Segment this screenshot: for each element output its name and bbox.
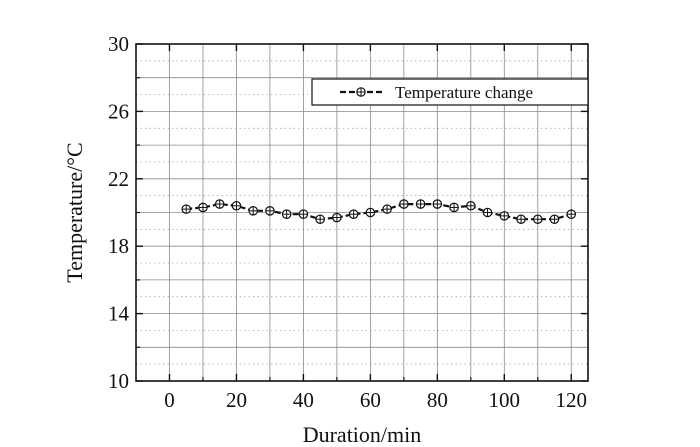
data-point-marker xyxy=(399,199,409,209)
x-tick-label: 120 xyxy=(556,388,588,412)
data-point-marker xyxy=(181,204,192,214)
data-point-marker xyxy=(499,211,510,221)
legend-marker-icon xyxy=(356,87,366,97)
data-point-marker xyxy=(516,214,526,225)
data-point-marker xyxy=(382,204,392,214)
data-point-marker xyxy=(248,206,258,216)
data-point-marker xyxy=(432,199,443,209)
y-tick-labels: 10 14 18 22 26 30 xyxy=(108,32,130,393)
y-tick-label: 18 xyxy=(108,234,129,258)
series-layer xyxy=(181,199,577,225)
x-tick-labels: 0 20 40 60 80 100 120 xyxy=(164,388,587,412)
data-point-marker xyxy=(214,199,225,209)
data-point-marker xyxy=(356,87,366,97)
y-tick-label: 22 xyxy=(108,167,129,191)
data-point-marker xyxy=(281,209,292,219)
data-point-marker xyxy=(198,202,208,213)
x-tick-label: 100 xyxy=(489,388,521,412)
data-point-marker xyxy=(332,212,342,223)
data-point-marker xyxy=(231,200,242,211)
data-point-marker xyxy=(449,202,459,213)
x-tick-label: 20 xyxy=(226,388,247,412)
y-axis-title: Temperature/°C xyxy=(62,142,87,282)
data-point-marker xyxy=(566,209,577,219)
y-tick-label: 10 xyxy=(108,369,129,393)
data-point-marker xyxy=(415,199,426,209)
data-point-marker xyxy=(482,207,493,218)
data-point-marker xyxy=(265,206,275,216)
series-line xyxy=(186,202,572,221)
x-tick-label: 40 xyxy=(293,388,314,412)
y-tick-label: 14 xyxy=(108,302,130,326)
data-point-marker xyxy=(298,209,309,219)
y-tick-label: 26 xyxy=(108,99,129,123)
data-point-marker xyxy=(315,214,325,225)
x-tick-label: 80 xyxy=(427,388,448,412)
legend: Temperature change xyxy=(311,78,589,106)
legend-label: Temperature change xyxy=(395,83,533,102)
data-point-marker xyxy=(532,214,543,225)
data-point-marker xyxy=(365,207,376,218)
data-point-marker xyxy=(549,214,560,225)
data-point-marker xyxy=(466,200,476,211)
plot-frame xyxy=(135,43,589,382)
x-tick-label: 0 xyxy=(164,388,175,412)
y-tick-label: 30 xyxy=(108,32,129,56)
x-tick-label: 60 xyxy=(360,388,381,412)
x-axis-title: Duration/min xyxy=(303,422,422,447)
data-point-marker xyxy=(348,209,359,219)
